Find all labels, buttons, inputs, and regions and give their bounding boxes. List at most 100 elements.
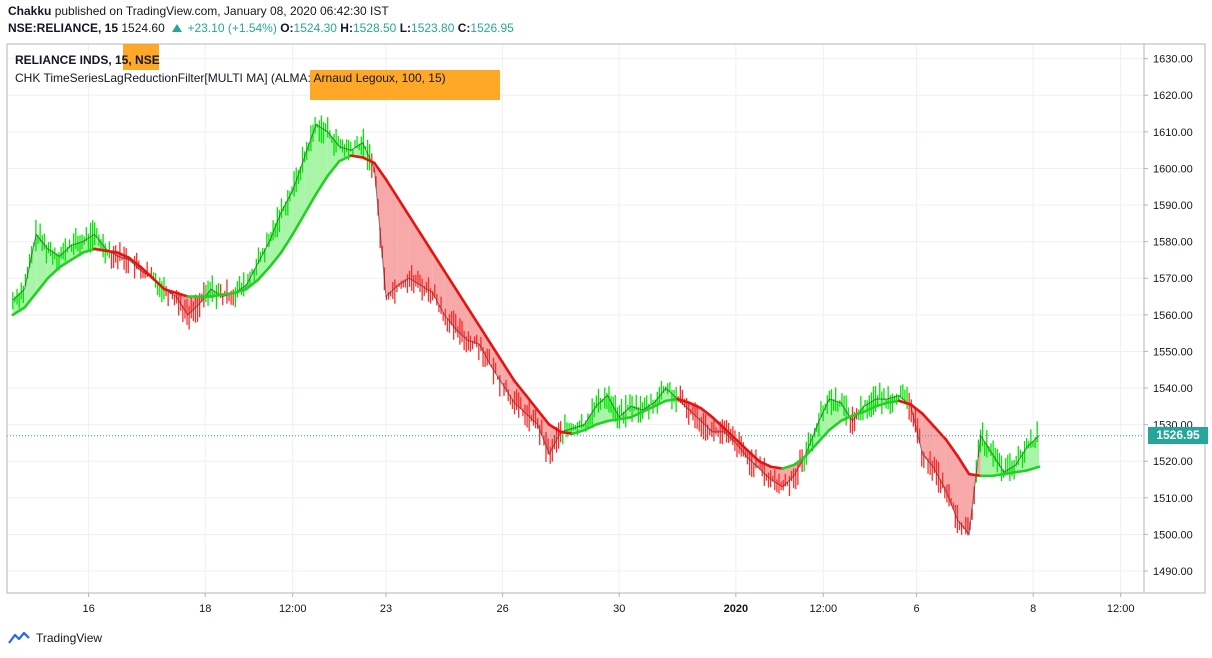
footer-brand-text: TradingView (36, 631, 103, 645)
alma-segment (512, 379, 528, 397)
series-legend[interactable]: RELIANCE INDS, 15, NSE (15, 53, 160, 67)
alma-segment (373, 161, 388, 181)
alma-line (11, 154, 1041, 478)
ma-fill-segment (316, 124, 328, 195)
x-tick-label: 12:00 (1107, 603, 1135, 615)
alma-segment (874, 401, 889, 408)
alma-segment (886, 399, 901, 404)
symbol-label[interactable]: NSE:RELIANCE, 15 (8, 21, 119, 35)
x-tick-label: 18 (199, 603, 211, 615)
alma-segment (268, 251, 283, 269)
alma-segment (757, 459, 773, 469)
alma-segment (466, 306, 481, 328)
publisher-name[interactable]: Chakku (8, 4, 52, 18)
alma-segment (291, 212, 306, 236)
y-tick-label: 1510.00 (1153, 493, 1193, 505)
alma-segment (431, 251, 446, 273)
ma-fill-segment (455, 289, 468, 341)
alma-segment (408, 214, 423, 236)
alma-segment (163, 287, 178, 295)
alma-segment (174, 291, 190, 298)
x-tick-label: 12:00 (279, 603, 307, 615)
alma-segment (151, 276, 166, 291)
alma-segment (559, 430, 574, 436)
alma-segment (699, 406, 714, 419)
ma-fill-segment (945, 439, 958, 520)
alma-segment (571, 428, 586, 436)
indicator-legend-name: CHK TimeSeriesLagReductionFilter[MULTI M… (15, 71, 308, 85)
highlight-box-exchange (123, 44, 159, 70)
alma-segment (303, 192, 318, 216)
alma-segment (781, 463, 796, 470)
alma-segment (11, 306, 26, 317)
high-label: H: (340, 21, 353, 35)
ma-fill-segment (479, 325, 491, 367)
y-tick-label: 1520.00 (1153, 456, 1193, 468)
alma-segment (676, 397, 691, 404)
alma-segment (536, 408, 551, 426)
alma-segment (722, 426, 738, 441)
x-tick-label: 30 (613, 603, 625, 615)
indicator-legend-params: : Arnaud Legoux, 100, 15) (307, 71, 446, 85)
alma-segment (932, 425, 948, 441)
y-tick-label: 1500.00 (1153, 529, 1193, 541)
time-axis[interactable]: 16 18 12:00 23 26 30 2020 12:00 6 8 12:00 (83, 593, 1135, 615)
ma-fill-segment (922, 413, 935, 469)
alma-segment (664, 397, 679, 403)
alma-segment (34, 276, 50, 295)
alma-segment (501, 361, 516, 383)
ma-fill-segment (24, 234, 37, 308)
alma-segment (1014, 469, 1029, 474)
alma-segment (477, 324, 493, 346)
y-tick-label: 1560.00 (1153, 310, 1193, 322)
alma-segment (687, 401, 703, 410)
alma-segment (629, 410, 644, 419)
alma-segment (944, 437, 959, 458)
highlight-box-indicator (310, 70, 500, 100)
chart-frame (6, 43, 1206, 594)
x-tick-label: 26 (496, 603, 508, 615)
ma-fill-segment (386, 179, 398, 297)
alma-segment (326, 159, 341, 178)
alma-segment (58, 258, 73, 269)
low-label: L: (399, 21, 412, 35)
high-value: 1528.50 (352, 21, 397, 35)
alma-segment (921, 412, 936, 428)
alma-segment (454, 287, 469, 309)
y-tick-label: 1570.00 (1153, 273, 1193, 285)
series-legend-name: RELIANCE INDS, 15, (15, 53, 136, 67)
alma-segment (652, 399, 668, 408)
y-tick-label: 1600.00 (1153, 163, 1193, 175)
price-bars (12, 115, 1040, 536)
ma-fill-segment (397, 197, 410, 286)
tradingview-logo-icon (8, 631, 30, 644)
alma-segment (361, 156, 376, 165)
alma-segment (1026, 465, 1041, 472)
alma-segment (443, 269, 458, 291)
footer-branding[interactable]: TradingView (8, 631, 102, 645)
x-tick-label: 8 (1030, 603, 1036, 615)
chart-grid (7, 44, 1144, 593)
alma-segment (256, 265, 271, 282)
alma-segment (69, 251, 85, 262)
alma-segment (46, 265, 61, 280)
y-tick-label: 1610.00 (1153, 127, 1193, 139)
x-tick-label: 6 (914, 603, 920, 615)
alma-segment (314, 174, 329, 196)
ma-fill-segment (490, 344, 503, 385)
alma-segment (617, 416, 633, 421)
alma-segment (279, 233, 295, 254)
alma-segment (746, 448, 761, 463)
ma-fill-segment (467, 307, 480, 345)
indicator-legend[interactable]: CHK TimeSeriesLagReductionFilter[MULTI M… (15, 71, 446, 85)
alma-segment (93, 247, 108, 253)
alma-segment (956, 454, 971, 476)
alma-segment (594, 419, 609, 426)
alma-segment (606, 417, 621, 423)
alma-segment (524, 394, 539, 412)
alma-segment (116, 251, 131, 260)
alma-segment (81, 247, 96, 254)
y-tick-label: 1620.00 (1153, 90, 1193, 102)
price-axis[interactable]: 1630.00 1620.00 1610.00 1600.00 1590.00 1580.… (1144, 54, 1193, 578)
